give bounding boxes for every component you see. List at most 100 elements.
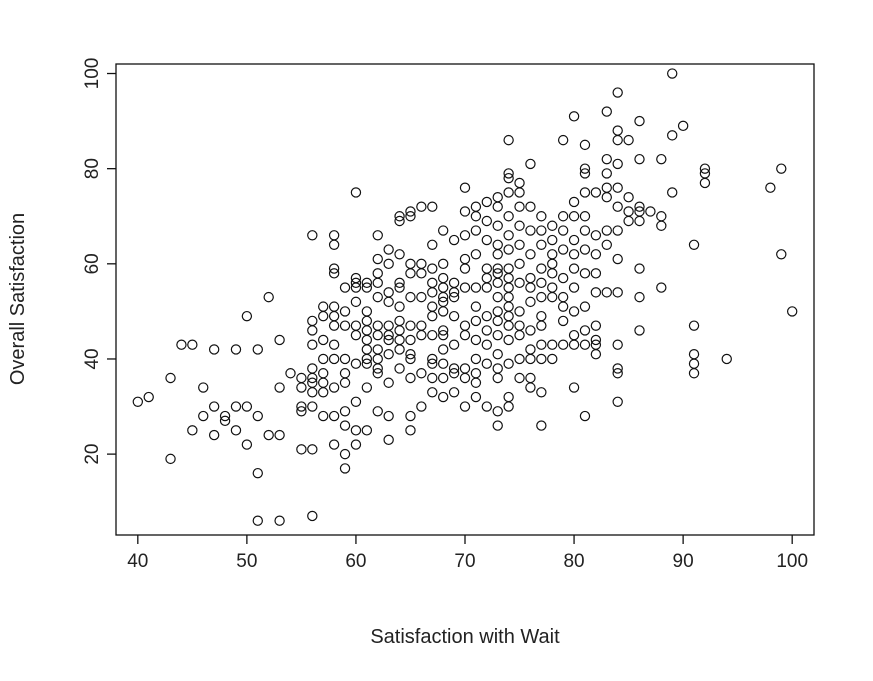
data-point <box>623 215 634 227</box>
data-point <box>557 301 569 312</box>
data-point <box>568 382 580 393</box>
data-point <box>318 410 329 422</box>
data-point <box>612 396 623 407</box>
data-point <box>470 353 482 365</box>
data-point <box>601 192 612 203</box>
data-point <box>459 320 471 331</box>
data-point <box>328 310 340 322</box>
data-point <box>492 306 503 317</box>
data-point <box>492 192 503 203</box>
data-point <box>514 201 525 212</box>
data-point <box>427 301 438 312</box>
data-point <box>557 315 569 327</box>
data-point <box>296 444 307 455</box>
data-point <box>568 211 580 222</box>
data-point <box>514 372 525 384</box>
data-point <box>667 187 678 198</box>
data-point <box>765 182 776 193</box>
data-point <box>394 211 405 222</box>
data-point <box>590 230 602 241</box>
data-point <box>318 310 329 322</box>
data-point <box>547 258 558 270</box>
data-point <box>296 382 307 393</box>
data-point <box>372 230 383 241</box>
data-point <box>405 268 416 279</box>
data-point <box>688 358 700 369</box>
data-point <box>536 239 547 250</box>
data-point <box>612 201 623 212</box>
data-point <box>568 263 580 274</box>
data-point <box>481 234 493 246</box>
data-point <box>547 220 558 231</box>
data-point <box>590 334 602 346</box>
data-point <box>470 201 482 212</box>
data-point <box>350 358 362 369</box>
data-point <box>307 387 318 398</box>
data-point <box>492 239 503 250</box>
data-point <box>459 253 471 265</box>
data-point <box>328 301 340 312</box>
data-point <box>492 329 503 341</box>
data-point <box>776 163 787 174</box>
y-tick-label: 60 <box>82 253 103 274</box>
data-point <box>318 377 329 388</box>
data-point <box>208 344 220 355</box>
data-point <box>165 372 176 384</box>
data-point <box>601 168 612 179</box>
data-point <box>470 334 482 346</box>
data-point <box>514 353 525 365</box>
data-point <box>612 339 623 350</box>
data-point <box>470 249 482 260</box>
data-point <box>481 196 493 208</box>
data-point <box>525 344 536 355</box>
data-point <box>481 310 493 322</box>
data-point <box>656 282 667 293</box>
data-point <box>350 282 362 293</box>
data-point <box>568 339 580 350</box>
data-point <box>579 339 591 350</box>
data-point <box>590 287 602 298</box>
data-point <box>481 215 493 227</box>
data-point <box>514 220 525 231</box>
data-point <box>437 291 449 303</box>
data-point <box>579 268 591 279</box>
data-point <box>634 291 645 303</box>
data-point <box>525 372 536 384</box>
data-point <box>339 368 351 379</box>
data-point <box>427 329 438 341</box>
data-point <box>328 410 340 422</box>
data-point <box>296 406 307 417</box>
data-point <box>525 158 536 170</box>
data-point <box>568 329 580 341</box>
data-point <box>547 353 558 365</box>
data-point <box>383 329 394 341</box>
data-point <box>448 363 460 374</box>
data-point <box>263 429 274 441</box>
data-point <box>568 111 580 122</box>
data-point <box>252 410 263 422</box>
data-point <box>612 363 623 374</box>
data-point <box>208 401 220 412</box>
data-point <box>503 272 514 284</box>
data-point <box>427 310 438 322</box>
data-point <box>525 249 536 260</box>
data-point <box>318 301 329 312</box>
data-point <box>623 134 634 146</box>
data-point <box>427 287 438 298</box>
data-points <box>132 68 798 526</box>
data-point <box>328 263 340 274</box>
data-point <box>394 344 405 355</box>
data-point <box>394 325 405 336</box>
data-point <box>361 277 373 289</box>
data-point <box>252 467 263 479</box>
data-point <box>536 320 547 331</box>
data-point <box>361 353 373 365</box>
x-tick-label: 70 <box>454 551 475 572</box>
data-point <box>470 211 482 222</box>
data-point <box>688 239 700 250</box>
data-point <box>448 234 460 246</box>
data-point <box>557 225 569 236</box>
data-point <box>230 425 242 436</box>
data-point <box>307 401 318 412</box>
data-point <box>721 353 732 365</box>
